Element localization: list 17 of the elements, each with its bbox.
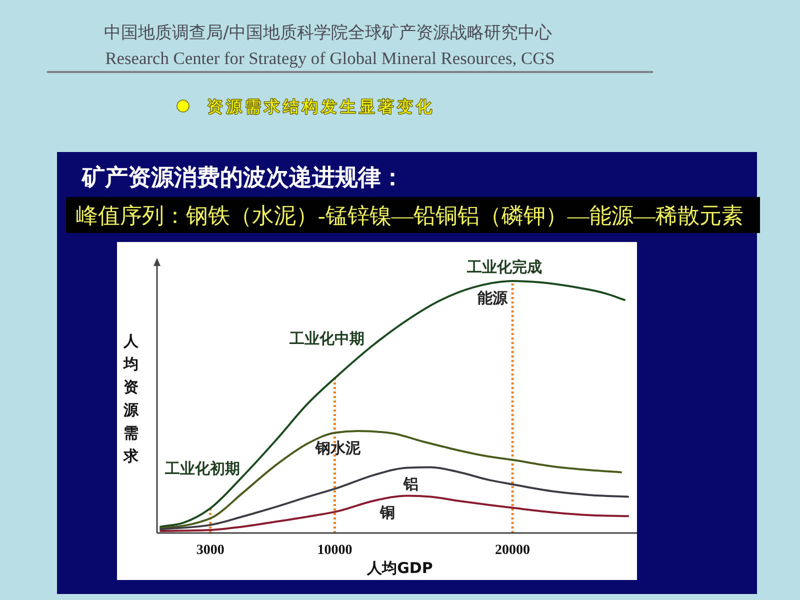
x-axis-title: 人均GDP bbox=[366, 559, 433, 577]
x-tick-label: 20000 bbox=[495, 543, 530, 558]
series-label: 能源 bbox=[478, 289, 509, 307]
series-label: 铜 bbox=[379, 504, 396, 522]
x-tick-label: 10000 bbox=[317, 543, 352, 558]
text: 资源需求结构发生显著变化 bbox=[207, 98, 435, 116]
ref-line-label: 工业化中期 bbox=[288, 329, 364, 348]
ref-line-label: 工业化完成 bbox=[466, 258, 542, 276]
series-label: 钢水泥 bbox=[314, 438, 362, 457]
text: 中国地质调查局/中国地质科学院全球矿产资源战略研究中心 bbox=[104, 23, 552, 43]
chart-subtitle: 峰值序列：钢铁（水泥）-锰锌镍—铅铜铝（磷钾）—能源—稀散元素 bbox=[76, 203, 744, 228]
series-label: 铝 bbox=[402, 475, 418, 494]
chart-title: 矿产资源消费的波次递进规律： bbox=[81, 164, 404, 191]
ref-line-label: 工业化初期 bbox=[164, 459, 240, 478]
text: Research Center for Strategy of Global Mineral Resources, CGS bbox=[105, 48, 555, 68]
y-axis-title: 人均资源需求 bbox=[122, 332, 140, 465]
x-tick-label: 3000 bbox=[196, 543, 224, 558]
